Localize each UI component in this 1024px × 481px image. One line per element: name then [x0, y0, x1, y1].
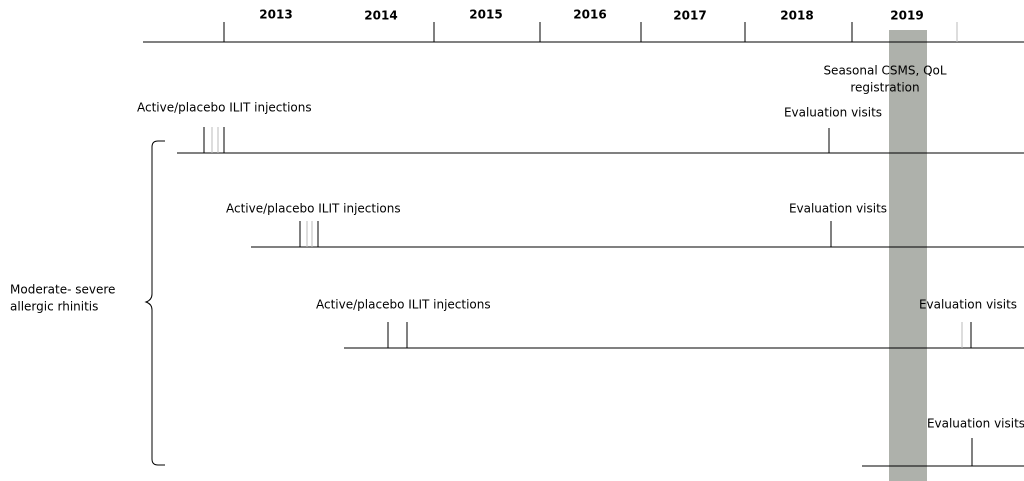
evaluation-label: Evaluation visits	[784, 106, 882, 120]
evaluation-label: Evaluation visits	[789, 202, 887, 216]
seasonal-label: registration	[850, 81, 919, 95]
row: Active/placebo ILIT injections Evaluatio…	[137, 101, 1024, 154]
year-label: 2019	[890, 9, 923, 23]
evaluation-label: Evaluation visits	[927, 417, 1024, 431]
row: Active/placebo ILIT injections Evaluatio…	[226, 202, 1024, 248]
season-band	[889, 30, 927, 481]
group-label: allergic rhinitis	[10, 300, 98, 314]
injection-label: Active/placebo ILIT injections	[316, 298, 491, 312]
group-brace	[144, 140, 165, 466]
group-label: Moderate- severe	[10, 283, 115, 297]
row: Active/placebo ILIT injections Evaluatio…	[316, 298, 1024, 349]
injection-label: Active/placebo ILIT injections	[137, 101, 312, 115]
year-label: 2014	[364, 9, 397, 23]
year-axis: 2013 2014 2015 2016 2017 2018 2019	[143, 8, 1024, 43]
year-label: 2018	[780, 9, 813, 23]
year-label: 2016	[573, 8, 606, 22]
row: Evaluation visits	[862, 417, 1024, 467]
year-label: 2017	[673, 9, 706, 23]
year-label: 2015	[469, 8, 502, 22]
year-label: 2013	[259, 8, 292, 22]
evaluation-label: Evaluation visits	[919, 298, 1017, 312]
seasonal-label: Seasonal CSMS, QoL	[823, 64, 946, 78]
injection-label: Active/placebo ILIT injections	[226, 202, 401, 216]
